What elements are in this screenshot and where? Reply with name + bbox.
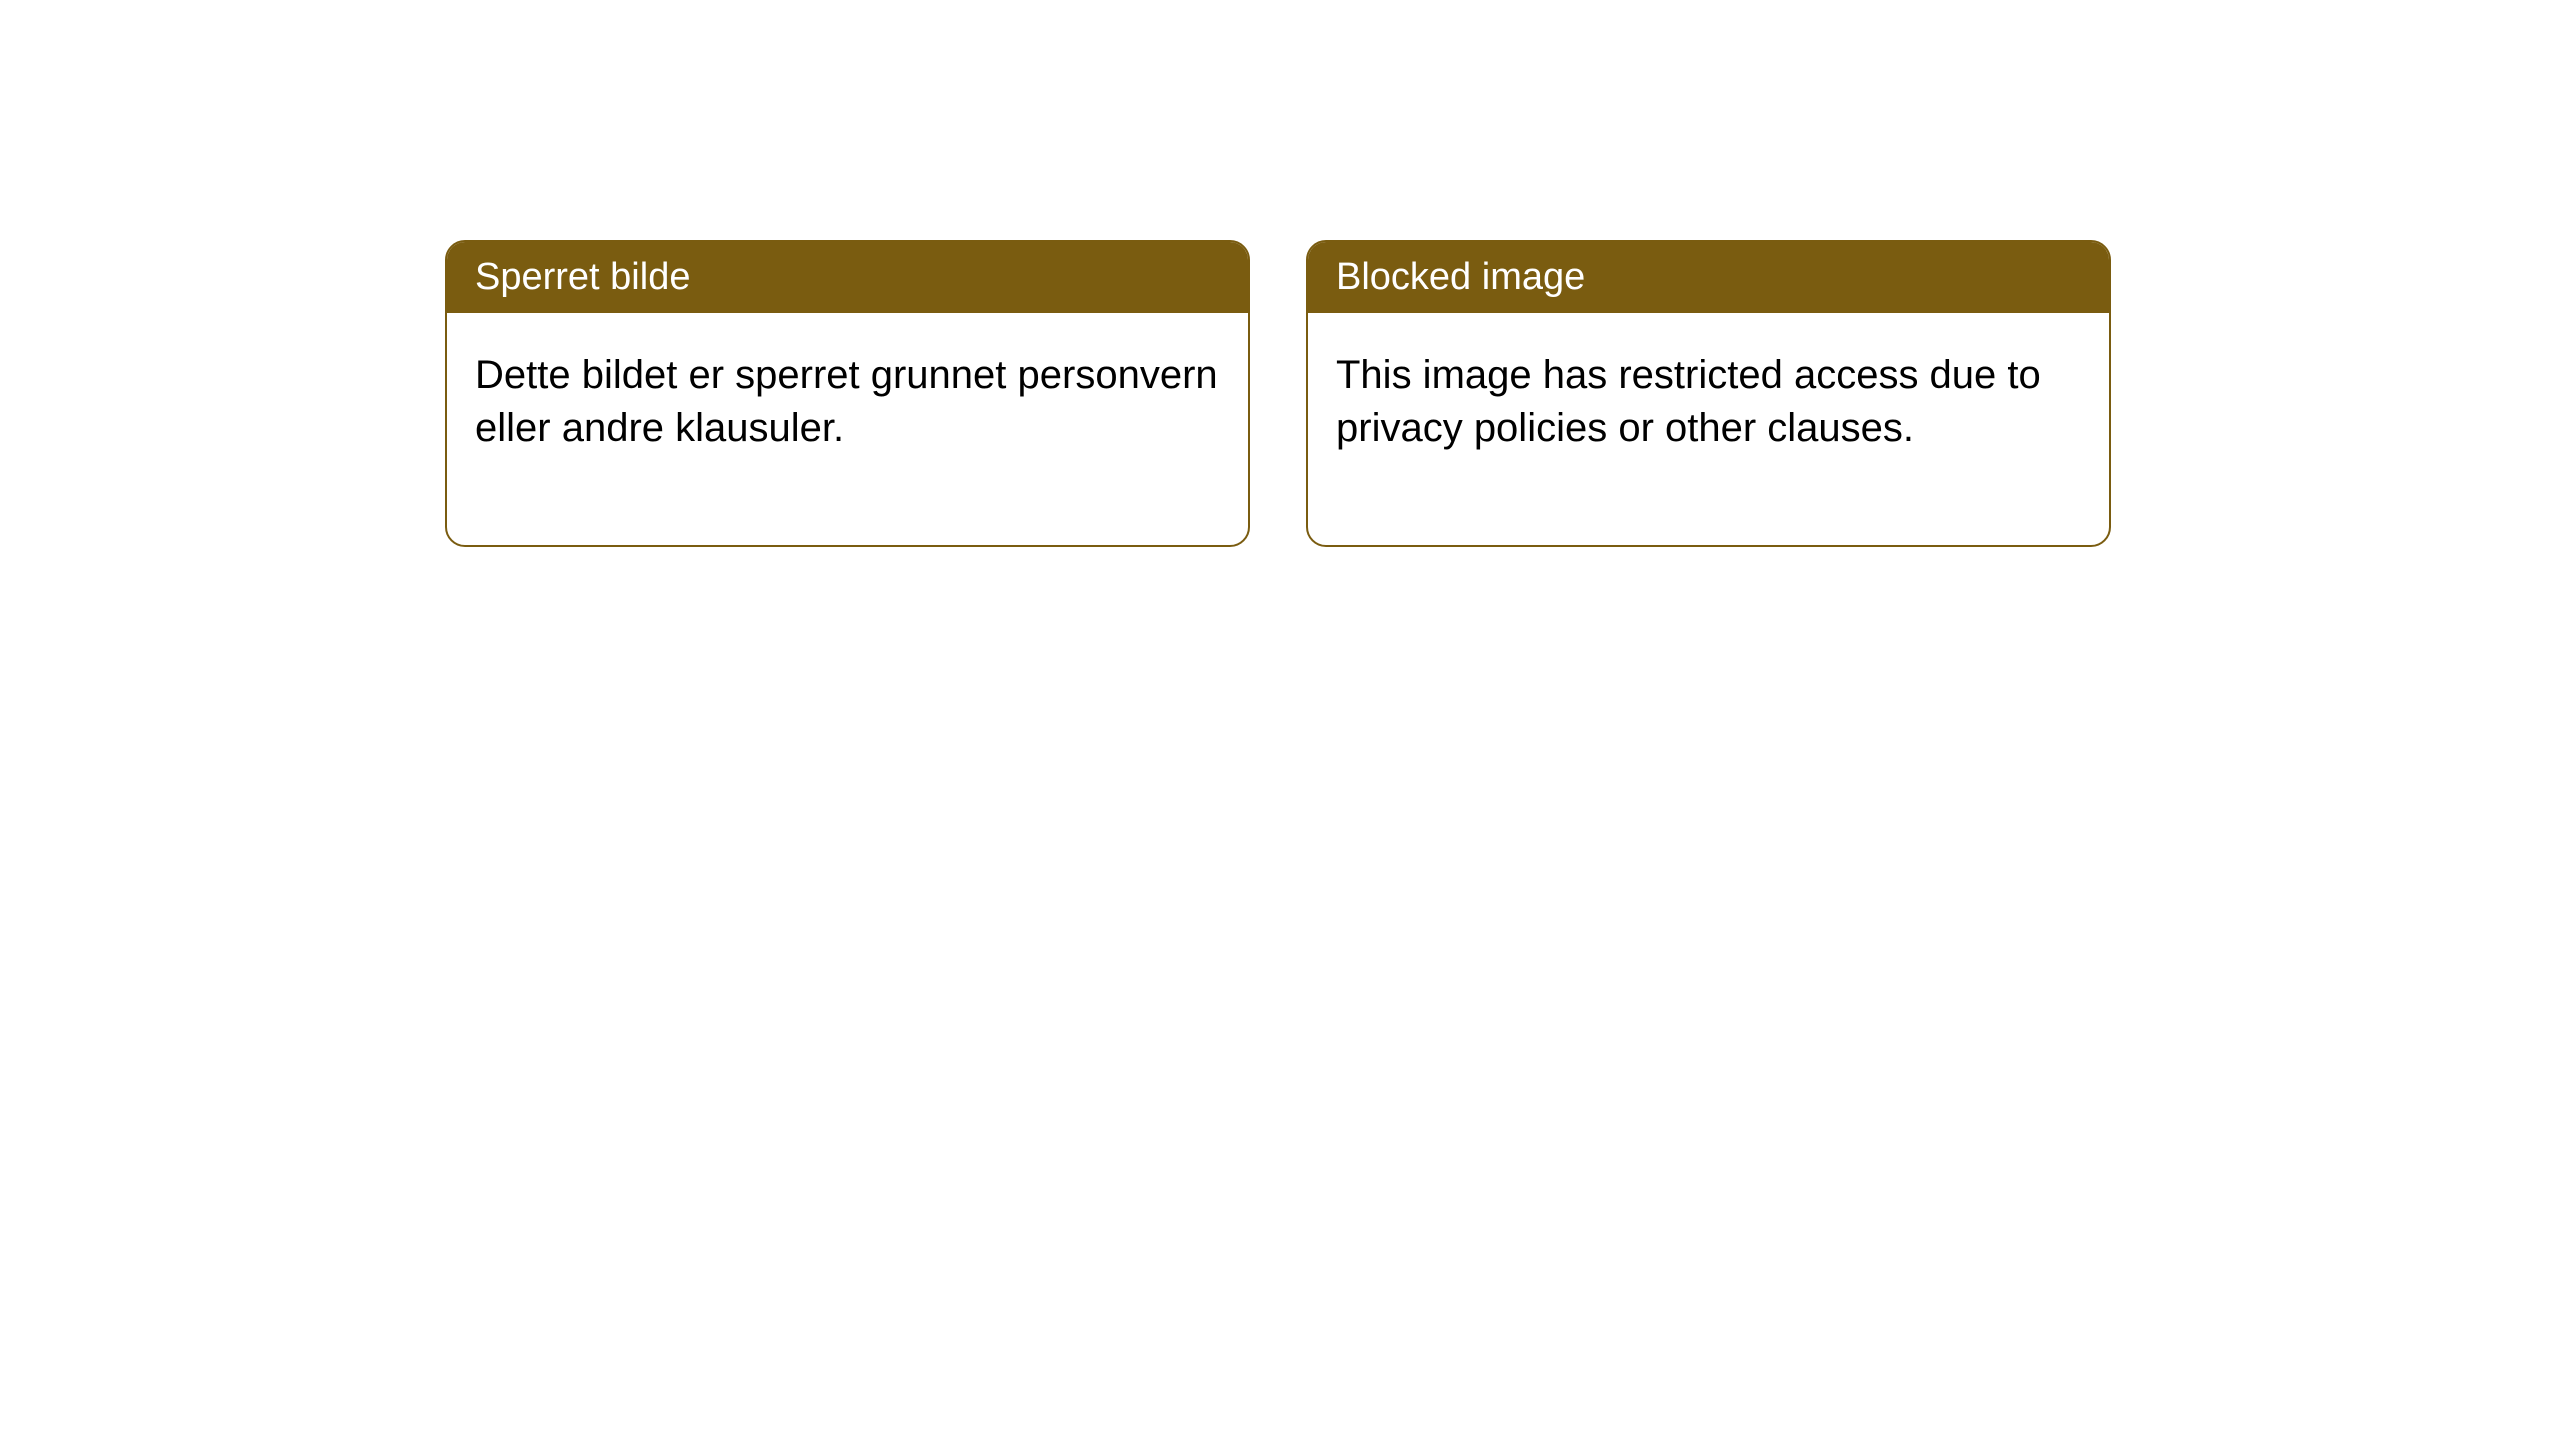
card-body-norwegian: Dette bildet er sperret grunnet personve…	[447, 313, 1248, 545]
card-english: Blocked image This image has restricted …	[1306, 240, 2111, 547]
cards-container: Sperret bilde Dette bildet er sperret gr…	[445, 240, 2111, 547]
card-norwegian: Sperret bilde Dette bildet er sperret gr…	[445, 240, 1250, 547]
card-header-norwegian: Sperret bilde	[447, 242, 1248, 313]
card-header-english: Blocked image	[1308, 242, 2109, 313]
card-body-english: This image has restricted access due to …	[1308, 313, 2109, 545]
